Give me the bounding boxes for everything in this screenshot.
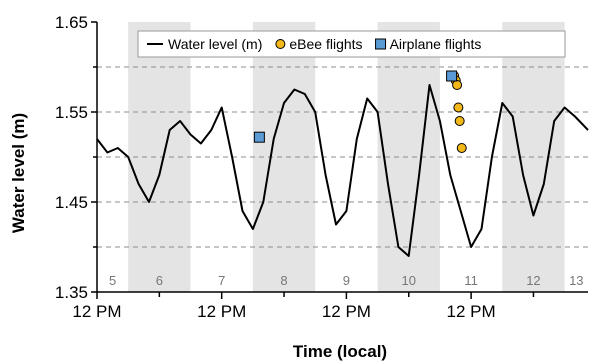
day-label: 10 [402,273,416,288]
y-tick-label: 1.45 [55,193,88,212]
day-label: 12 [526,273,540,288]
y-axis-label: Water level (m) [9,113,28,233]
day-bands [128,22,565,292]
day-label: 5 [109,273,116,288]
ebee-flight-marker [452,80,463,90]
series-layer [96,70,589,257]
day-label: 6 [156,273,163,288]
day-label: 11 [464,273,478,288]
day-label: 8 [280,273,287,288]
x-tick-label: 12 PM [197,302,246,321]
x-tick-label: 12 PM [447,302,496,321]
day-label: 13 [569,273,583,288]
legend-square-swatch [375,38,387,50]
day-labels: 5 6 7 8 9 10 11 12 13 [109,273,584,288]
legend-circle-swatch [275,39,286,49]
day-label: 7 [218,273,225,288]
legend-label: Water level (m) [168,36,262,52]
legend: Water level (m) eBee flights Airplane flig… [137,30,566,58]
day-label: 9 [343,273,350,288]
ebee-flight-marker [454,116,465,126]
y-tick-label: 1.35 [55,283,88,302]
y-tick-label: 1.65 [55,13,88,32]
x-tick-label: 12 PM [72,302,121,321]
airplane-flight-marker [446,70,458,82]
y-tick-label: 1.55 [55,103,88,122]
x-axis-label: Time (local) [293,342,387,361]
legend-box [137,30,566,58]
legend-label: Airplane flights [390,36,482,52]
gridlines [97,66,588,248]
water-level-line [96,84,589,257]
axes: 1.35 1.45 1.55 1.65 12 PM 12 PM 12 PM 12 PM [55,13,588,321]
ebee-flight-marker [456,143,467,153]
legend-label: eBee flights [289,36,362,52]
ebee-flight-marker [453,102,464,113]
x-tick-label: 12 PM [322,302,371,321]
airplane-flight-marker [253,131,265,143]
